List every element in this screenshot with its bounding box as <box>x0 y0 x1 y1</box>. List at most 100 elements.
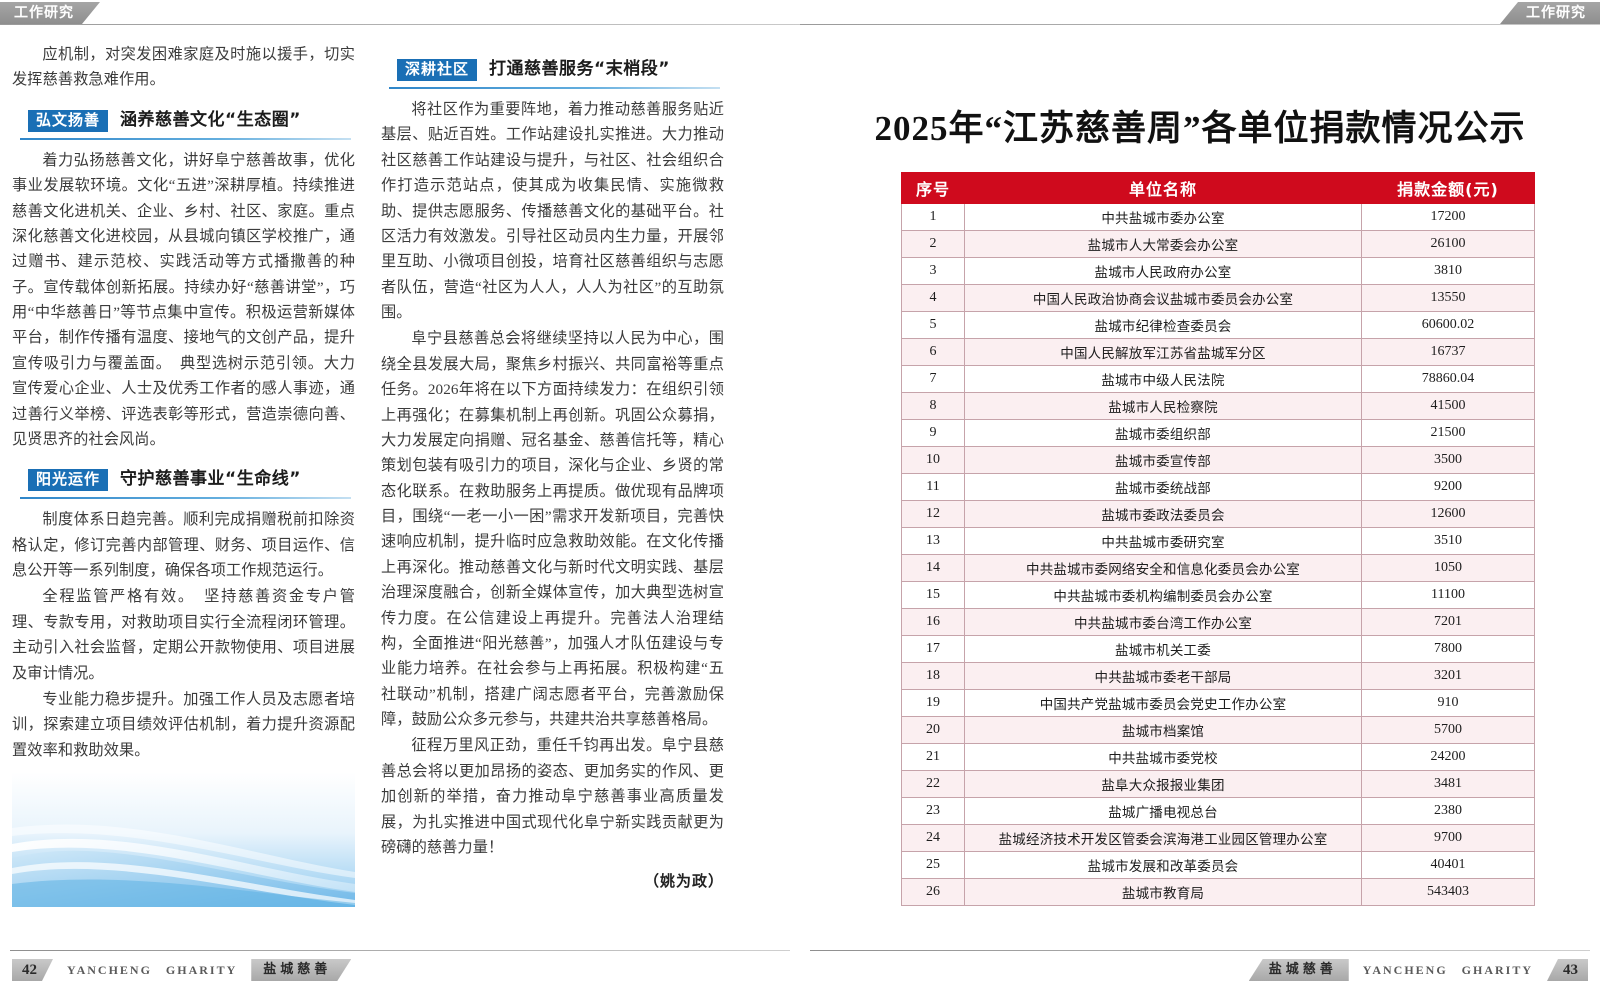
cell-index: 15 <box>901 581 965 609</box>
cell-amount: 21500 <box>1361 419 1535 447</box>
table-row: 22 盐阜大众报报业集团 3481 <box>901 770 1535 798</box>
section-badge: 深耕社区 <box>397 59 478 81</box>
table-row: 20 盐城市档案馆 5700 <box>901 716 1535 744</box>
cell-unit-name: 盐城市委宣传部 <box>964 446 1362 474</box>
table-row: 1 中共盐城市委办公室 17200 <box>901 203 1535 231</box>
cell-index: 7 <box>901 365 965 393</box>
column-header-unit: 单位名称 <box>964 172 1362 204</box>
section-paragraph: 专业能力稳步提升。加强工作人员及志愿者培训，探索建立项目绩效评估机制，着力提升资… <box>12 690 355 759</box>
footer-content-left: 42 YANCHENG GHARITY 盐城慈善 <box>12 959 351 981</box>
section-paragraph: 全程监管严格有效。 坚持慈善资金专户管理、专款专用，对救助项目实行全流程闭环管理… <box>12 588 355 682</box>
cell-index: 4 <box>901 284 965 312</box>
table-row: 23 盐城广播电视总台 2380 <box>901 797 1535 825</box>
column-header-index: 序号 <box>901 172 965 204</box>
cell-unit-name: 中共盐城市委研究室 <box>964 527 1362 555</box>
section-heading-hongwenyangshan: 弘文扬善 涵养慈善文化“生态圈” <box>12 105 355 132</box>
cell-unit-name: 中共盐城市委党校 <box>964 743 1362 771</box>
cell-amount: 7800 <box>1361 635 1535 663</box>
cell-unit-name: 盐城市档案馆 <box>964 716 1362 744</box>
cell-index: 19 <box>901 689 965 717</box>
section-heading-yangguangyunzuo: 阳光运作 守护慈善事业“生命线” <box>12 464 355 492</box>
table-row: 3 盐城市人民政府办公室 3810 <box>901 257 1535 285</box>
cell-index: 26 <box>901 878 965 906</box>
cell-index: 9 <box>901 419 965 447</box>
section-underline <box>20 137 351 140</box>
table-body: 1 中共盐城市委办公室 17200 2 盐城市人大常委会办公室 26100 3 盐城市人民政府… <box>901 203 1535 906</box>
running-head-left: 工作研究 <box>0 0 800 26</box>
cell-index: 1 <box>901 203 965 231</box>
table-row: 13 中共盐城市委研究室 3510 <box>901 527 1535 555</box>
cell-amount: 78860.04 <box>1361 365 1535 393</box>
cell-amount: 11100 <box>1361 581 1535 609</box>
table-row: 18 中共盐城市委老干部局 3201 <box>901 662 1535 690</box>
running-head-right: 工作研究 <box>800 0 1600 26</box>
table-row: 6 中国人民解放军江苏省盐城军分区 16737 <box>901 338 1535 366</box>
section-underline <box>20 497 351 500</box>
footer-english-title: YANCHENG GHARITY <box>67 963 238 977</box>
footer-content-right: 盐城慈善 YANCHENG GHARITY 43 <box>1248 959 1588 981</box>
cell-amount: 7201 <box>1361 608 1535 636</box>
section-title: 打通慈善服务“末梢段” <box>489 59 670 79</box>
cell-amount: 3201 <box>1361 662 1535 690</box>
cell-amount: 2380 <box>1361 797 1535 825</box>
cell-amount: 24200 <box>1361 743 1535 771</box>
table-row: 11 盐城市委统战部 9200 <box>901 473 1535 501</box>
section-paragraph: 着力弘扬慈善文化，讲好阜宁慈善故事，优化事业发展软环境。文化“五进”深耕厚植。持… <box>12 151 355 448</box>
cell-unit-name: 盐城市委组织部 <box>964 419 1362 447</box>
cell-index: 18 <box>901 662 965 690</box>
cell-unit-name: 中国共产党盐城市委员会党史工作办公室 <box>964 689 1362 717</box>
cell-amount: 40401 <box>1361 851 1535 879</box>
page-number: 43 <box>1547 959 1588 981</box>
cell-unit-name: 中共盐城市委台湾工作办公室 <box>964 608 1362 636</box>
footer-chinese-title: 盐城慈善 <box>1248 959 1349 981</box>
cell-index: 25 <box>901 851 965 879</box>
article-byline: （姚为政） <box>643 872 724 891</box>
footer-left: 42 YANCHENG GHARITY 盐城慈善 <box>0 950 800 984</box>
cell-amount: 12600 <box>1361 500 1535 528</box>
table-row: 5 盐城市纪律检查委员会 60600.02 <box>901 311 1535 339</box>
cell-index: 23 <box>901 797 965 825</box>
cell-amount: 9200 <box>1361 473 1535 501</box>
table-row: 7 盐城市中级人民法院 78860.04 <box>901 365 1535 393</box>
section-paragraph: 征程万里风正劲，重任千钧再出发。阜宁县慈善总会将以更加昂扬的姿态、更加务实的作风… <box>381 737 724 856</box>
table-row: 16 中共盐城市委台湾工作办公室 7201 <box>901 608 1535 636</box>
cell-index: 5 <box>901 311 965 339</box>
footer-right: 盐城慈善 YANCHENG GHARITY 43 <box>800 950 1600 984</box>
cell-amount: 5700 <box>1361 716 1535 744</box>
cell-index: 3 <box>901 257 965 285</box>
section-paragraph: 将社区作为重要阵地，着力推动慈善服务贴近基层、贴近百姓。工作站建设扎实推进。大力… <box>381 101 724 321</box>
footer-rule <box>810 950 1590 951</box>
cell-amount: 9700 <box>1361 824 1535 852</box>
column-header-amount: 捐款金额(元) <box>1361 172 1535 204</box>
donations-table-wrap: 序号 单位名称 捐款金额(元) 1 中共盐城市委办公室 17200 2 盐城市人大常委会… <box>901 172 1535 906</box>
cell-amount: 41500 <box>1361 392 1535 420</box>
cell-unit-name: 盐城市人大常委会办公室 <box>964 230 1362 258</box>
section-badge: 阳光运作 <box>28 469 109 492</box>
section-heading-shengengshequ: 深耕社区 打通慈善服务“末梢段” <box>381 54 724 81</box>
donations-table: 序号 单位名称 捐款金额(元) 1 中共盐城市委办公室 17200 2 盐城市人大常委会… <box>901 172 1535 906</box>
cell-index: 20 <box>901 716 965 744</box>
cell-index: 17 <box>901 635 965 663</box>
cell-unit-name: 盐城市发展和改革委员会 <box>964 851 1362 879</box>
table-row: 10 盐城市委宣传部 3500 <box>901 446 1535 474</box>
cell-amount: 16737 <box>1361 338 1535 366</box>
cell-unit-name: 中共盐城市委机构编制委员会办公室 <box>964 581 1362 609</box>
cell-index: 16 <box>901 608 965 636</box>
section-underline <box>389 87 720 89</box>
footer-english-title: YANCHENG GHARITY <box>1362 963 1533 977</box>
cell-unit-name: 中共盐城市委办公室 <box>964 203 1362 231</box>
table-row: 9 盐城市委组织部 21500 <box>901 419 1535 447</box>
cell-amount: 60600.02 <box>1361 311 1535 339</box>
cell-index: 6 <box>901 338 965 366</box>
cell-amount: 13550 <box>1361 284 1535 312</box>
cell-unit-name: 中共盐城市委老干部局 <box>964 662 1362 690</box>
continued-paragraph: 应机制，对突发困难家庭及时施以援手，切实发挥慈善救急难作用。 <box>12 46 355 89</box>
running-head-rule <box>800 24 1600 25</box>
column-one: 应机制，对突发困难家庭及时施以援手，切实发挥慈善救急难作用。 弘文扬善 涵养慈善… <box>12 42 355 891</box>
right-page: 工作研究 2025年“江苏慈善周”各单位捐款情况公示 序号 单位名称 捐款金额(… <box>800 0 1600 1000</box>
cell-unit-name: 盐城市人民政府办公室 <box>964 257 1362 285</box>
cell-unit-name: 盐城市中级人民法院 <box>964 365 1362 393</box>
table-row: 8 盐城市人民检察院 41500 <box>901 392 1535 420</box>
cell-unit-name: 中国人民政治协商会议盐城市委员会办公室 <box>964 284 1362 312</box>
